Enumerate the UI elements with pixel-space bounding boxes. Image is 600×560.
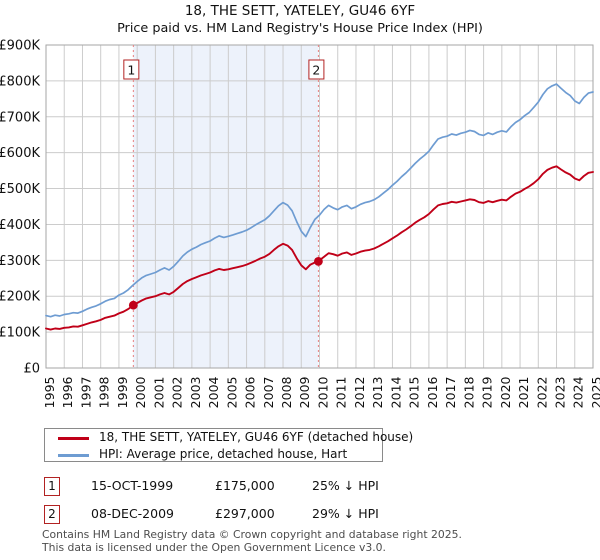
svg-text:£100K: £100K [0, 326, 40, 341]
svg-text:2002: 2002 [170, 377, 185, 409]
license-footer: Contains HM Land Registry data © Crown c… [42, 528, 598, 554]
svg-text:1: 1 [127, 63, 135, 78]
sale-2-pct-vs-hpi: 29% ↓ HPI [312, 506, 379, 521]
sale-1-date: 15-OCT-1999 [91, 478, 174, 493]
sale-1-pct-vs-hpi: 25% ↓ HPI [312, 478, 379, 493]
svg-text:2000: 2000 [133, 376, 148, 408]
svg-text:2001: 2001 [151, 377, 166, 409]
svg-text:2025: 2025 [589, 377, 600, 409]
svg-text:£600K: £600K [0, 146, 40, 161]
svg-text:2012: 2012 [352, 377, 367, 409]
svg-text:2024: 2024 [571, 376, 586, 408]
svg-text:2013: 2013 [370, 377, 385, 409]
svg-text:£300K: £300K [0, 254, 40, 269]
page-title: 18, THE SETT, YATELEY, GU46 6YF [184, 3, 416, 19]
hpi-line-swatch [58, 454, 89, 457]
footer-line-1: Contains HM Land Registry data © Crown c… [42, 528, 462, 541]
svg-text:2004: 2004 [206, 376, 221, 408]
svg-text:2010: 2010 [315, 376, 330, 408]
svg-text:2023: 2023 [552, 377, 567, 409]
svg-text:1996: 1996 [60, 376, 75, 408]
svg-text:1997: 1997 [78, 377, 93, 409]
legend-row-hpi: HPI: Average price, detached house, Hart [45, 447, 382, 463]
legend-label-property: 18, THE SETT, YATELEY, GU46 6YF (detache… [99, 430, 414, 444]
footer-line-2: This data is licensed under the Open Gov… [42, 540, 386, 554]
svg-text:2022: 2022 [534, 377, 549, 409]
sale-2-number-badge: 2 [44, 505, 60, 524]
svg-text:2005: 2005 [224, 377, 239, 409]
svg-text:£200K: £200K [0, 290, 40, 305]
svg-text:2008: 2008 [279, 376, 294, 408]
sale-row-1: 1 15-OCT-1999 £175,000 25% ↓ HPI [0, 477, 600, 497]
svg-text:2014: 2014 [388, 376, 403, 408]
sale-row-2: 2 08-DEC-2009 £297,000 29% ↓ HPI [0, 505, 600, 525]
sale-2-date: 08-DEC-2009 [91, 506, 174, 521]
sale-1-number-badge: 1 [44, 477, 60, 496]
svg-text:2020: 2020 [498, 376, 513, 408]
svg-text:2016: 2016 [425, 376, 440, 408]
svg-text:2019: 2019 [480, 376, 495, 408]
svg-text:£800K: £800K [0, 74, 40, 89]
svg-text:£500K: £500K [0, 182, 40, 197]
sale-1-price: £175,000 [215, 478, 275, 493]
svg-text:2018: 2018 [461, 376, 476, 408]
sale-2-price: £297,000 [215, 506, 275, 521]
svg-text:£0: £0 [23, 362, 40, 377]
svg-text:£400K: £400K [0, 218, 40, 233]
svg-text:2003: 2003 [188, 377, 203, 409]
property-line-swatch [58, 437, 89, 440]
svg-text:2021: 2021 [516, 377, 531, 409]
svg-text:2017: 2017 [443, 377, 458, 409]
svg-text:1999: 1999 [115, 376, 130, 408]
price-chart: 1 2 £0 £100K £200K £300K £400K £500K £600K £700K £… [0, 39, 600, 409]
svg-text:2007: 2007 [261, 377, 276, 409]
chart-legend: 18, THE SETT, YATELEY, GU46 6YF (detache… [44, 428, 413, 463]
legend-label-hpi: HPI: Average price, detached house, Hart [99, 447, 348, 461]
legend-row-property: 18, THE SETT, YATELEY, GU46 6YF (detache… [45, 430, 413, 446]
svg-text:2009: 2009 [297, 376, 312, 408]
svg-text:2006: 2006 [243, 376, 258, 408]
svg-text:£700K: £700K [0, 110, 40, 125]
svg-text:2: 2 [312, 63, 320, 78]
svg-text:£900K: £900K [0, 39, 40, 54]
svg-text:2011: 2011 [334, 377, 349, 409]
svg-text:1998: 1998 [97, 376, 112, 408]
page-subtitle: Price paid vs. HM Land Registry's House … [117, 21, 483, 36]
svg-text:1995: 1995 [42, 377, 57, 409]
svg-text:2015: 2015 [407, 377, 422, 409]
